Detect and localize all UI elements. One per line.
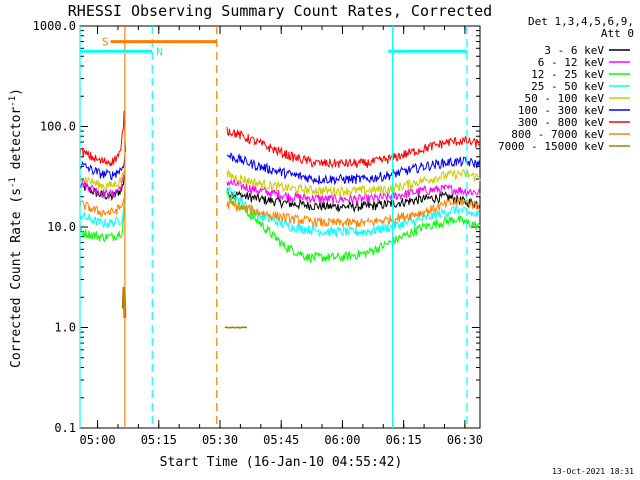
y-tick-label: 0.1 xyxy=(54,421,76,435)
legend-header-line-2: Att 0 xyxy=(601,27,634,40)
series-line-100-300-kev-post xyxy=(226,151,481,186)
legend-header-line-1: Det 1,3,4,5,6,9, xyxy=(528,15,634,28)
y-axis-label: Corrected Count Rate (s-1 detector-1) xyxy=(8,88,24,368)
legend-label-12-25-kev: 12 - 25 keV xyxy=(531,68,604,81)
legend-label-300-800-kev: 300 - 800 keV xyxy=(518,116,604,129)
chart-title: RHESSI Observing Summary Count Rates, Co… xyxy=(68,2,492,20)
y-label-sup-2: -1 xyxy=(8,96,18,107)
series-line-25-50-kev-post xyxy=(226,185,481,238)
series-line-100-300-kev-pre xyxy=(79,154,126,181)
series-line-800-7000-kev-pre xyxy=(79,189,126,218)
y-label-part-3: ) xyxy=(9,88,24,96)
legend-label-50-100-kev: 50 - 100 keV xyxy=(525,92,605,105)
series-line-50-100-kev-post xyxy=(226,168,481,198)
legend-label-3-6-kev: 3 - 6 keV xyxy=(544,44,604,57)
footer-date: 13-Oct-2021 18:31 xyxy=(552,467,634,476)
series-line-25-50-kev-pre xyxy=(79,200,125,229)
y-tick-label: 100.0 xyxy=(40,120,76,134)
series-line-300-800-kev-pre xyxy=(79,110,127,167)
annotation-layer: SN xyxy=(79,26,468,428)
legend-label-100-300-kev: 100 - 300 keV xyxy=(518,104,604,117)
series-line-7000-15000-kev-post xyxy=(224,326,248,329)
y-tick-label: 1000.0 xyxy=(33,19,76,33)
series-line-12-25-kev-post xyxy=(226,191,481,263)
y-label-part-1: Corrected Count Rate (s xyxy=(9,188,24,368)
series-layer xyxy=(79,110,481,329)
x-tick-label: 05:00 xyxy=(79,433,115,447)
legend-label-6-12-kev: 6 - 12 keV xyxy=(538,56,605,69)
x-tick-label: 06:15 xyxy=(386,433,422,447)
x-tick-label: 05:15 xyxy=(141,433,177,447)
y-tick-label: 10.0 xyxy=(47,220,76,234)
series-line-300-800-kev-post xyxy=(226,126,481,169)
series-line-6-12-kev-pre xyxy=(79,170,126,200)
series-line-3-6-kev-post xyxy=(226,188,481,213)
y-label-part-2: detector xyxy=(9,107,24,178)
x-axis-label: Start Time (16-Jan-10 04:55:42) xyxy=(160,455,403,470)
series-line-6-12-kev-post xyxy=(226,178,481,205)
x-tick-label: 05:45 xyxy=(263,433,299,447)
x-tick-label: 06:30 xyxy=(447,433,483,447)
x-tick-label: 06:00 xyxy=(324,433,360,447)
legend-label-7000-15000-kev: 7000 - 15000 keV xyxy=(498,140,604,153)
series-line-800-7000-kev-post xyxy=(226,197,481,228)
night-label: N xyxy=(156,45,163,58)
saa-label: S xyxy=(102,36,109,49)
plot-axes: 0.1 1.0 10.0 100.0 1000.0 05:00 05:15 05:30 05:4… xyxy=(33,19,483,447)
x-tick-label: 05:30 xyxy=(202,433,238,447)
series-line-50-100-kev-pre xyxy=(79,169,126,190)
legend-label-25-50-kev: 25 - 50 keV xyxy=(531,80,604,93)
y-tick-label: 1.0 xyxy=(54,321,76,335)
series-line-12-25-kev-pre xyxy=(79,204,126,243)
legend-label-800-7000-kev: 800 - 7000 keV xyxy=(511,128,604,141)
y-label-sup-1: -1 xyxy=(8,177,18,188)
